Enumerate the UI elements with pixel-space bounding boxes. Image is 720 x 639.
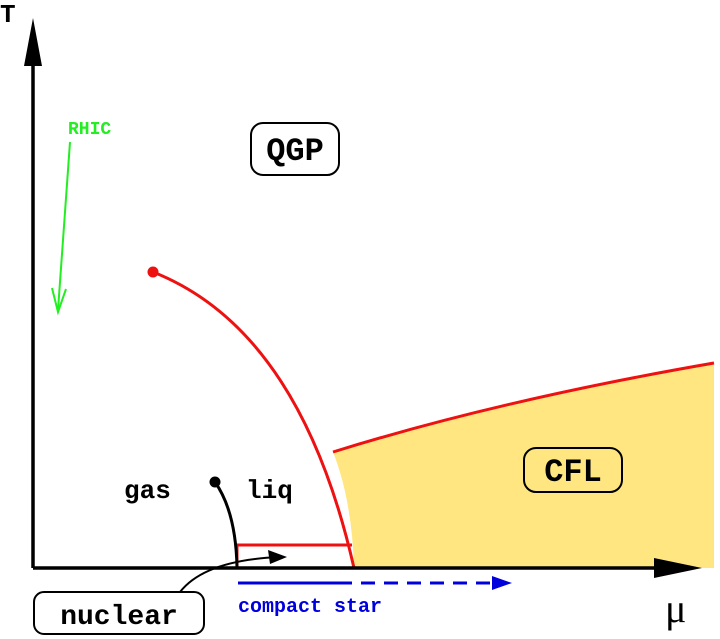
gas-label: gas — [124, 476, 171, 506]
cfl-label: CFL — [544, 454, 602, 491]
qgp-label-box — [250, 122, 340, 176]
qgp-label: QGP — [266, 133, 324, 170]
nuclear-arrow — [179, 556, 281, 593]
x-axis-label: μ — [665, 586, 686, 631]
cfl-boundary — [332, 361, 715, 454]
x-axis-arrowhead — [654, 558, 702, 578]
nuclear-arrowhead-icon — [268, 550, 287, 564]
liquid-gas-critical-point — [209, 476, 221, 488]
nuclear-label: nuclear — [60, 602, 178, 633]
critical-point — [147, 266, 159, 278]
compact-star-label: compact star — [238, 596, 382, 619]
rhic-arrow-shaft — [57, 141, 71, 311]
nuclear-label-box — [33, 591, 205, 635]
compact-star-arrowhead-icon — [492, 576, 512, 590]
y-axis-label: T — [0, 0, 16, 30]
y-axis-arrowhead — [24, 18, 42, 66]
cfl-label-box — [523, 447, 623, 493]
liq-label: liq — [246, 476, 293, 506]
rhic-label: RHIC — [68, 120, 111, 140]
qgp-hadron-boundary — [152, 270, 356, 569]
rhic-arrowhead-icon — [51, 287, 67, 316]
liquid-gas-line — [213, 481, 239, 569]
